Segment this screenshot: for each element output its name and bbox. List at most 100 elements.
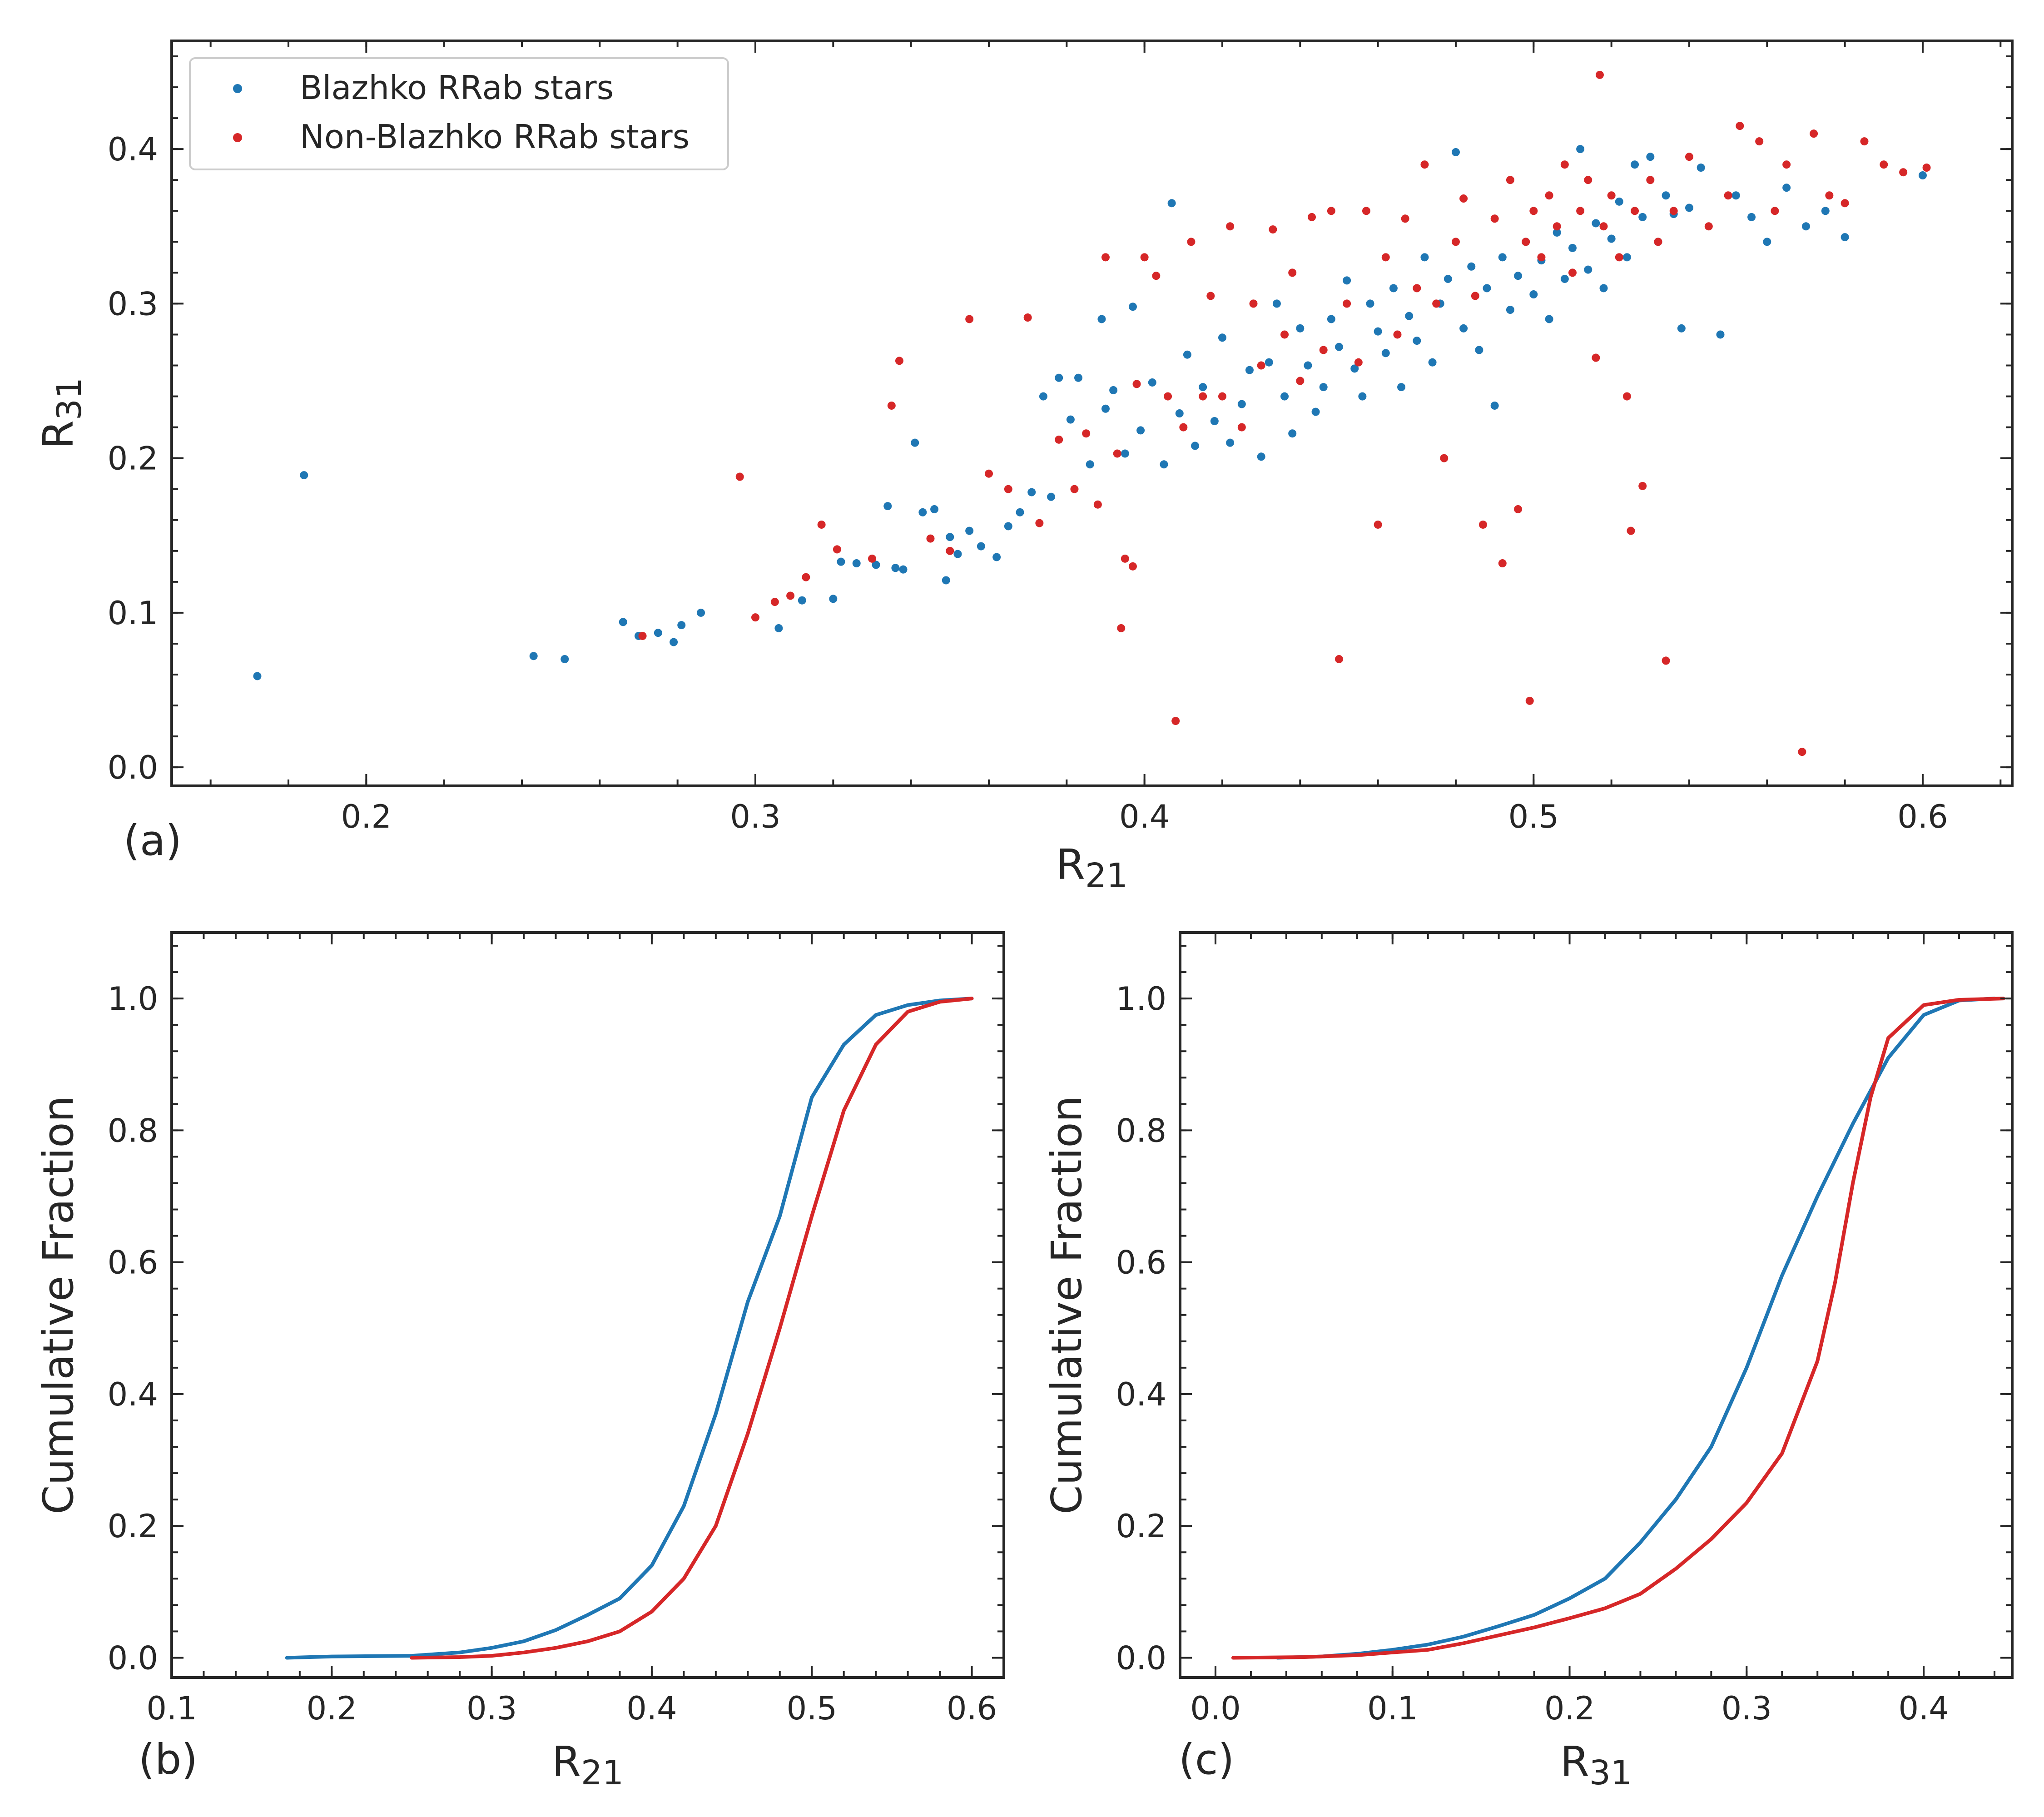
scatter-point	[1280, 392, 1289, 401]
legend-marker-blazhko	[233, 84, 242, 93]
panel-c-ticks: 0.0 0.1 0.2 0.3 0.4 0.0 0.2 0.4 0.6 0.8 1.0	[1116, 933, 2012, 1727]
scatter-point	[817, 520, 826, 529]
scatter-point	[1097, 315, 1106, 323]
scatter-point	[1311, 407, 1320, 416]
scatter-point	[1374, 327, 1382, 336]
scatter-point	[1506, 306, 1514, 314]
scatter-point	[1199, 392, 1207, 401]
x-tick-label: 0.1	[146, 1690, 197, 1727]
scatter-point	[965, 526, 974, 535]
scatter-point	[1308, 213, 1316, 221]
x-tick-label: 0.3	[1722, 1690, 1772, 1727]
scatter-point	[1187, 238, 1196, 246]
panel-a-tag: (a)	[124, 816, 182, 865]
scatter-point	[1023, 313, 1032, 322]
panel-a-ylabel: R31	[34, 377, 89, 449]
scatter-point	[1070, 485, 1079, 493]
scatter-point	[1704, 222, 1713, 231]
y-tick-label: 0.2	[108, 1508, 158, 1545]
scatter-point	[1121, 449, 1129, 458]
y-tick-label: 0.6	[1116, 1244, 1166, 1281]
scatter-point	[1646, 176, 1655, 184]
scatter-point	[1478, 520, 1487, 529]
scatter-point	[930, 505, 939, 513]
scatter-point	[670, 638, 678, 646]
cdf-line-blazhko	[285, 997, 974, 1660]
scatter-point	[1860, 137, 1869, 146]
scatter-point	[1288, 268, 1297, 277]
scatter-point	[1039, 392, 1047, 401]
scatter-point	[942, 576, 950, 585]
scatter-point	[926, 534, 935, 543]
scatter-point	[977, 542, 985, 551]
scatter-point	[1327, 315, 1335, 323]
scatter-point	[1319, 346, 1328, 354]
scatter-point	[1175, 409, 1184, 417]
scatter-point	[1288, 429, 1297, 438]
scatter-point	[1568, 243, 1577, 252]
scatter-point	[1529, 207, 1538, 215]
panel-c: 0.0 0.1 0.2 0.3 0.4 0.0 0.2 0.4 0.6 0.8 1.0 R31 Cu…	[1042, 931, 2014, 1792]
scatter-point	[1152, 272, 1161, 280]
scatter-point	[1055, 373, 1063, 382]
scatter-point	[1607, 191, 1616, 200]
scatter-point	[253, 672, 262, 680]
scatter-point	[868, 554, 876, 563]
scatter-point	[1366, 299, 1374, 308]
scatter-point	[1529, 290, 1538, 299]
scatter-point	[1335, 343, 1343, 351]
panel-c-tag: (c)	[1179, 1735, 1234, 1784]
scatter-point	[1584, 265, 1593, 274]
scatter-point	[833, 545, 841, 554]
legend-label-nonblazhko: Non-Blazhko RRab stars	[300, 118, 690, 156]
y-tick-label: 0.2	[108, 440, 158, 477]
scatter-point	[1798, 748, 1806, 756]
scatter-point	[1622, 253, 1631, 262]
scatter-point	[1101, 253, 1110, 262]
scatter-point	[1389, 284, 1398, 293]
scatter-point	[1685, 204, 1693, 212]
scatter-point	[1451, 238, 1460, 246]
panel-b-plot	[285, 997, 974, 1660]
scatter-point	[1638, 213, 1647, 221]
scatter-point	[1498, 253, 1507, 262]
x-tick-label: 0.2	[341, 798, 392, 835]
x-tick-label: 0.1	[1367, 1690, 1418, 1727]
scatter-point	[1736, 122, 1744, 130]
scatter-point	[1354, 358, 1363, 367]
x-tick-label: 0.5	[1508, 798, 1559, 835]
scatter-point	[1035, 519, 1044, 527]
panel-b: 0.1 0.2 0.3 0.4 0.5 0.6 0.0 0.2 0.4 0.6 0.8 1.0 R21…	[34, 931, 1005, 1792]
scatter-point	[1553, 228, 1561, 237]
scatter-point	[1358, 392, 1367, 401]
legend-box	[189, 57, 729, 170]
scatter-point	[802, 573, 810, 581]
scatter-point	[561, 655, 569, 663]
scatter-point	[751, 613, 759, 622]
scatter-point	[1514, 505, 1523, 513]
scatter-point	[984, 469, 993, 478]
scatter-point	[872, 561, 880, 569]
scatter-point	[1167, 199, 1176, 208]
scatter-point	[891, 564, 900, 572]
scatter-point	[895, 357, 903, 365]
scatter-point	[1471, 292, 1479, 300]
scatter-point	[1257, 452, 1265, 461]
y-tick-label: 1.0	[1116, 980, 1166, 1018]
scatter-point	[899, 565, 908, 574]
x-tick-label: 0.0	[1190, 1690, 1240, 1727]
scatter-point	[1381, 349, 1390, 357]
scatter-point	[1525, 696, 1534, 705]
scatter-point	[1592, 219, 1600, 228]
scatter-point	[1218, 392, 1226, 401]
x-tick-label: 0.6	[1897, 798, 1948, 835]
scatter-point	[1724, 191, 1732, 200]
scatter-point	[1899, 168, 1908, 177]
scatter-point	[918, 508, 927, 516]
scatter-point	[1483, 284, 1491, 293]
x-tick-label: 0.4	[1119, 798, 1170, 835]
panel-a: 0.2 0.3 0.4 0.5 0.6 0.0 0.1 0.2 0.3 0.4 R21 R31 (…	[34, 40, 2014, 895]
scatter-point	[883, 502, 892, 511]
scatter-point	[1218, 333, 1226, 342]
scatter-point	[786, 591, 795, 600]
